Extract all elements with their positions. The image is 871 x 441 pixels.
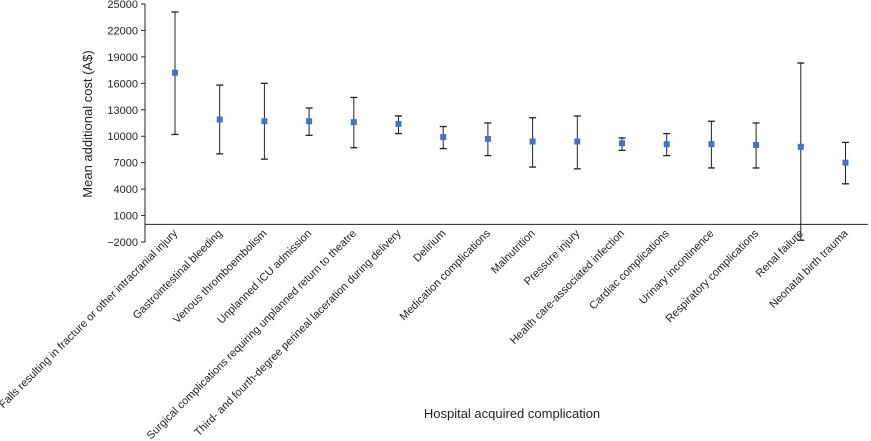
y-tick-label: 4000 — [114, 184, 138, 196]
data-point — [350, 119, 357, 126]
data-point — [216, 116, 223, 123]
y-tick-label: 22000 — [107, 25, 138, 37]
error-bars — [171, 11, 849, 241]
y-tick-label: −2000 — [107, 237, 138, 249]
data-point — [663, 141, 670, 148]
y-axis-title: Mean additional cost (A$) — [80, 50, 95, 197]
category-label: Urinary incontinence — [637, 228, 716, 307]
category-label: Third- and fourth-degree perineal lacera… — [192, 227, 404, 439]
y-tick-label: 16000 — [107, 78, 138, 90]
category-label: Malnutrition — [489, 228, 538, 277]
y-tick-label: 10000 — [107, 131, 138, 143]
data-point — [797, 143, 804, 150]
category-label: Unplanned ICU admission — [215, 228, 314, 327]
y-tick-label: 7000 — [114, 158, 138, 170]
data-point — [708, 141, 715, 148]
data-point — [261, 118, 268, 125]
y-tick-label: 19000 — [107, 52, 138, 64]
x-axis-title: Hospital acquired complication — [424, 406, 600, 421]
data-point — [753, 142, 760, 149]
data-point — [529, 138, 536, 145]
data-points — [172, 69, 849, 166]
data-point — [395, 120, 402, 127]
category-label: Surgical complications requiring unplann… — [145, 228, 359, 441]
y-axis-ticks: −2000 1000 4000 7000 10000 13000 16000 19000 220… — [107, 0, 145, 249]
data-point — [574, 138, 581, 145]
data-point — [440, 134, 447, 141]
data-point — [619, 140, 625, 147]
y-tick-label: 1000 — [114, 211, 138, 223]
category-label: Venous thromboembolism — [171, 228, 269, 326]
data-point — [306, 118, 313, 125]
y-tick-label: 13000 — [107, 105, 138, 117]
category-label: Respiratory complications — [664, 227, 762, 325]
category-label: Cardiac complications — [587, 227, 672, 312]
category-label: Medication complications — [398, 227, 494, 323]
data-point — [172, 69, 178, 76]
category-label: Neonatal birth trauma — [767, 227, 851, 311]
data-point — [484, 135, 491, 142]
category-label: Falls resulting in fracture or other int… — [0, 227, 180, 410]
error-bar — [797, 62, 805, 241]
category-label: Delirium — [411, 228, 448, 265]
y-tick-label: 25000 — [107, 0, 138, 11]
data-point — [842, 159, 849, 166]
